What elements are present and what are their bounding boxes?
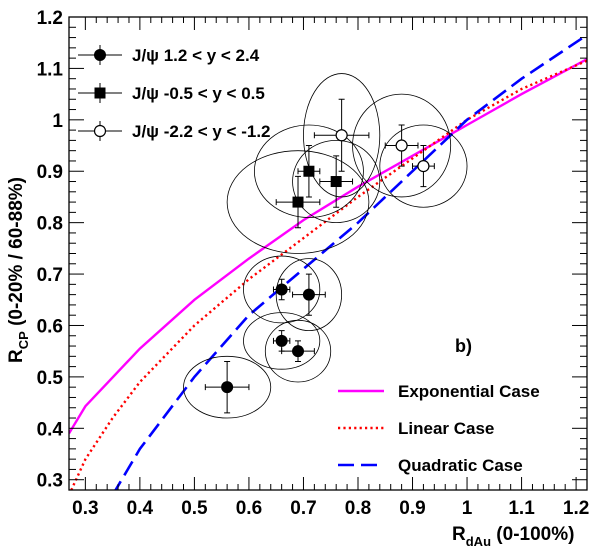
y-tick-label: 0.8 — [37, 214, 63, 235]
x-tick-label: 1.1 — [508, 498, 535, 519]
point-j-psi-0-5-y-0-5-1 — [303, 165, 315, 177]
point-j-psi-1-2-y-2-4-2 — [292, 345, 305, 358]
y-axis-title: RCP (0-20% / 60-88%) — [6, 177, 31, 363]
series-legend: J/ψ 1.2 < y < 2.4 J/ψ -0.5 < y < 0.5 J/ψ -… — [78, 45, 271, 141]
syst-ellipse-j-psi-0-5-y-0-5-0 — [226, 150, 370, 254]
legend-label-exponential-case: Exponential Case — [398, 382, 540, 401]
x-axis-title-sub: dAu — [466, 534, 491, 549]
syst-ellipse-j-psi-2-2-y-1-2-0 — [303, 73, 381, 198]
x-axis-title-main: R — [452, 524, 466, 545]
syst-ellipse-j-psi-1-2-y-2-4-4 — [275, 258, 343, 332]
syst-ellipse-j-psi-2-2-y-1-2-1 — [352, 93, 452, 198]
point-j-psi-1-2-y-2-4-0 — [221, 381, 234, 394]
x-tick-label: 0.7 — [290, 498, 316, 519]
syst-ellipse-j-psi-1-2-y-2-4-0 — [183, 355, 272, 419]
point-j-psi-0-5-y-0-5-0 — [292, 196, 304, 208]
x-tick-label: 0.8 — [345, 498, 371, 519]
legend-marker-j-psi-2-2-y-1-2 — [93, 124, 107, 138]
y-tick-label: 0.6 — [37, 316, 63, 337]
legend-label-j-psi-1-2-y-2-4: J/ψ 1.2 < y < 2.4 — [132, 46, 260, 65]
curve-legend: Exponential Case Linear Case Quadratic Cas… — [338, 382, 540, 475]
y-tick-label: 1.1 — [37, 59, 64, 80]
axis-ticks: 0.3 0.4 0.5 0.6 0.7 0.8 0.9 1 1.1 1.2 0.3 0.4 0.5 0.6… — [37, 8, 590, 519]
point-j-psi-2-2-y-1-2-0 — [335, 129, 348, 142]
legend-marker-j-psi-0-5-y-0-5 — [94, 87, 106, 99]
svg-text:RdAu (0-100%): RdAu (0-100%) — [452, 524, 574, 549]
point-j-psi-0-5-y-0-5-2 — [330, 176, 342, 188]
data-points — [204, 98, 435, 414]
x-tick-label: 0.9 — [399, 498, 425, 519]
syst-ellipse-j-psi-1-2-y-2-4-1 — [243, 312, 321, 370]
legend-label-j-psi-2-2-y-1-2: J/ψ -2.2 < y < -1.2 — [132, 122, 271, 141]
legend-label-quadratic-case: Quadratic Case — [398, 456, 523, 475]
y-axis-title-rest: (0-20% / 60-88%) — [6, 177, 27, 331]
y-tick-label: 1.2 — [37, 8, 63, 29]
x-axis-title-rest: (0-100%) — [491, 524, 574, 545]
y-tick-label: 0.5 — [37, 368, 64, 389]
legend-label-linear-case: Linear Case — [398, 419, 494, 438]
y-axis-title-sub: CP — [16, 331, 31, 349]
y-tick-label: 0.9 — [37, 162, 63, 183]
point-j-psi-1-2-y-2-4-4 — [302, 288, 315, 301]
y-tick-label: 0.3 — [37, 471, 63, 492]
x-tick-label: 0.4 — [127, 498, 154, 519]
systematic-ellipses — [183, 73, 468, 419]
x-tick-label: 0.5 — [181, 498, 208, 519]
point-j-psi-1-2-y-2-4-3 — [275, 283, 288, 296]
syst-ellipse-j-psi-2-2-y-1-2-2 — [379, 124, 468, 208]
x-tick-label: 0.3 — [72, 498, 98, 519]
svg-text:RCP (0-20% / 60-88%): RCP (0-20% / 60-88%) — [6, 177, 31, 363]
x-tick-label: 0.6 — [236, 498, 262, 519]
point-j-psi-2-2-y-1-2-1 — [395, 139, 408, 152]
syst-ellipse-j-psi-1-2-y-2-4-2 — [264, 319, 332, 383]
point-j-psi-2-2-y-1-2-2 — [417, 159, 430, 173]
y-tick-label: 0.4 — [37, 419, 64, 440]
y-tick-label: 1 — [52, 111, 63, 132]
y-axis-title-main: R — [6, 349, 27, 363]
x-tick-label: 1 — [462, 498, 473, 519]
x-tick-label: 1.2 — [563, 498, 589, 519]
model-curves — [69, 33, 587, 490]
syst-ellipse-j-psi-0-5-y-0-5-2 — [292, 139, 381, 224]
syst-ellipse-j-psi-1-2-y-2-4-3 — [243, 255, 321, 324]
x-axis-title: RdAu (0-100%) — [452, 524, 574, 549]
legend-marker-j-psi-1-2-y-2-4 — [94, 49, 106, 61]
y-tick-label: 0.7 — [37, 265, 63, 286]
curve-exponential-case — [69, 58, 587, 435]
legend-label-j-psi-0-5-y-0-5: J/ψ -0.5 < y < 0.5 — [132, 84, 265, 103]
panel-label: b) — [455, 336, 472, 356]
curve-quadratic-case — [114, 33, 587, 490]
syst-ellipse-j-psi-0-5-y-0-5-1 — [253, 124, 364, 218]
point-j-psi-1-2-y-2-4-1 — [275, 334, 288, 347]
